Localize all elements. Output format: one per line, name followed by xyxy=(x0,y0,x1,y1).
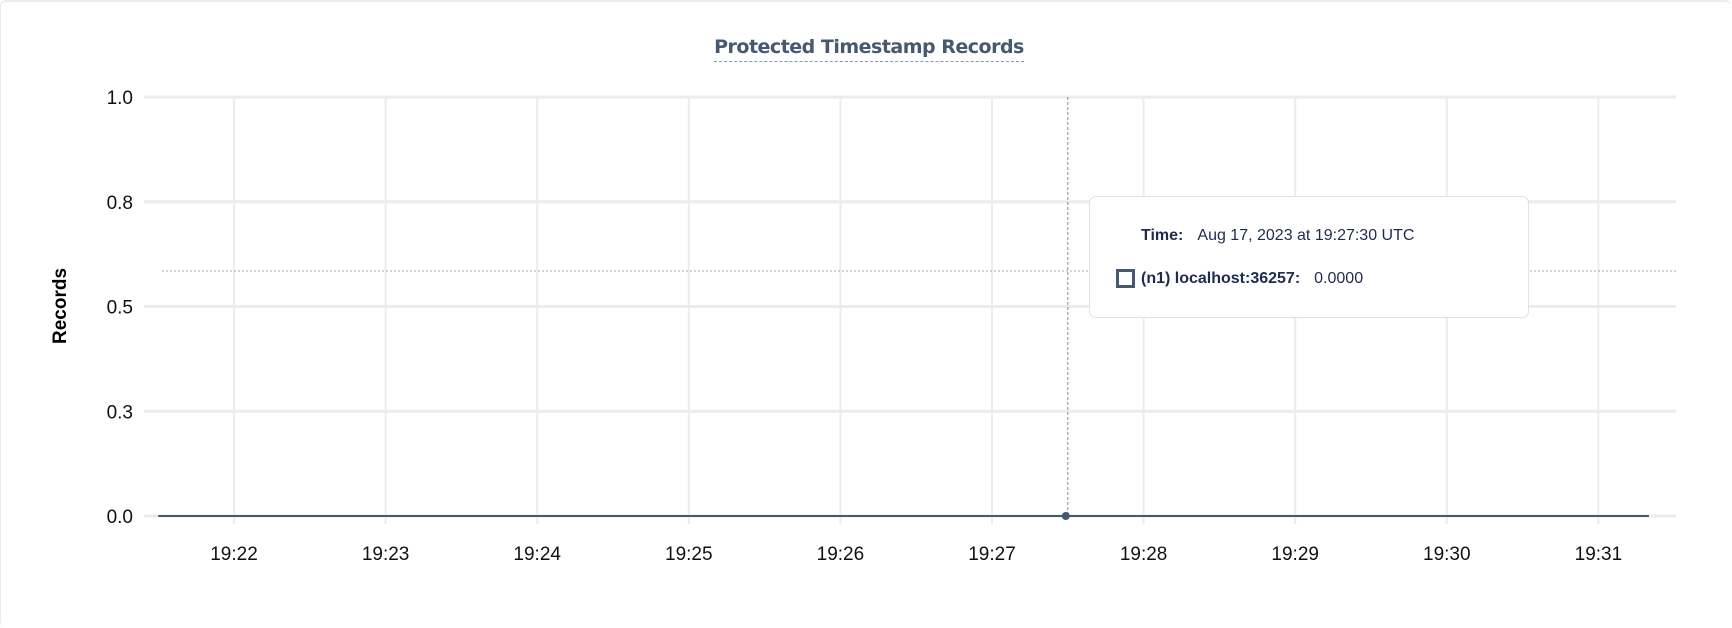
chart-title[interactable]: Protected Timestamp Records xyxy=(714,36,1024,62)
series-swatch-icon xyxy=(1116,269,1135,288)
y-tick-label: 0.3 xyxy=(107,402,133,423)
x-tick-label: 19:31 xyxy=(1575,544,1623,565)
x-tick-label: 19:22 xyxy=(210,544,258,565)
y-tick-label: 1.0 xyxy=(107,88,133,109)
y-tick-label: 0.8 xyxy=(107,193,133,214)
x-tick-label: 19:26 xyxy=(817,544,865,565)
hover-point xyxy=(1061,512,1070,520)
tooltip: Time: Aug 17, 2023 at 19:27:30 UTC (n1) l… xyxy=(1089,196,1529,318)
x-tick-label: 19:28 xyxy=(1120,544,1168,565)
x-tick-label: 19:25 xyxy=(665,544,713,565)
tooltip-series-row: (n1) localhost:36257: 0.0000 xyxy=(1116,269,1363,288)
tooltip-series-value: 0.0000 xyxy=(1314,269,1364,287)
chart-title-wrap: Protected Timestamp Records xyxy=(0,36,1732,62)
x-tick-label: 19:23 xyxy=(362,544,410,565)
x-tick-label: 19:30 xyxy=(1423,544,1471,565)
tooltip-series-label: (n1) localhost:36257: xyxy=(1141,269,1301,287)
tooltip-time-label: Time: xyxy=(1141,227,1184,244)
y-tick-label: 0.5 xyxy=(107,298,133,319)
x-tick-label: 19:29 xyxy=(1271,544,1319,565)
tooltip-time-value: Aug 17, 2023 at 19:27:30 UTC xyxy=(1197,227,1415,244)
y-tick-label: 0.0 xyxy=(107,507,133,528)
x-tick-label: 19:27 xyxy=(968,544,1016,565)
x-tick-label: 19:24 xyxy=(513,544,561,565)
tooltip-time: Time: Aug 17, 2023 at 19:27:30 UTC xyxy=(1141,227,1414,245)
